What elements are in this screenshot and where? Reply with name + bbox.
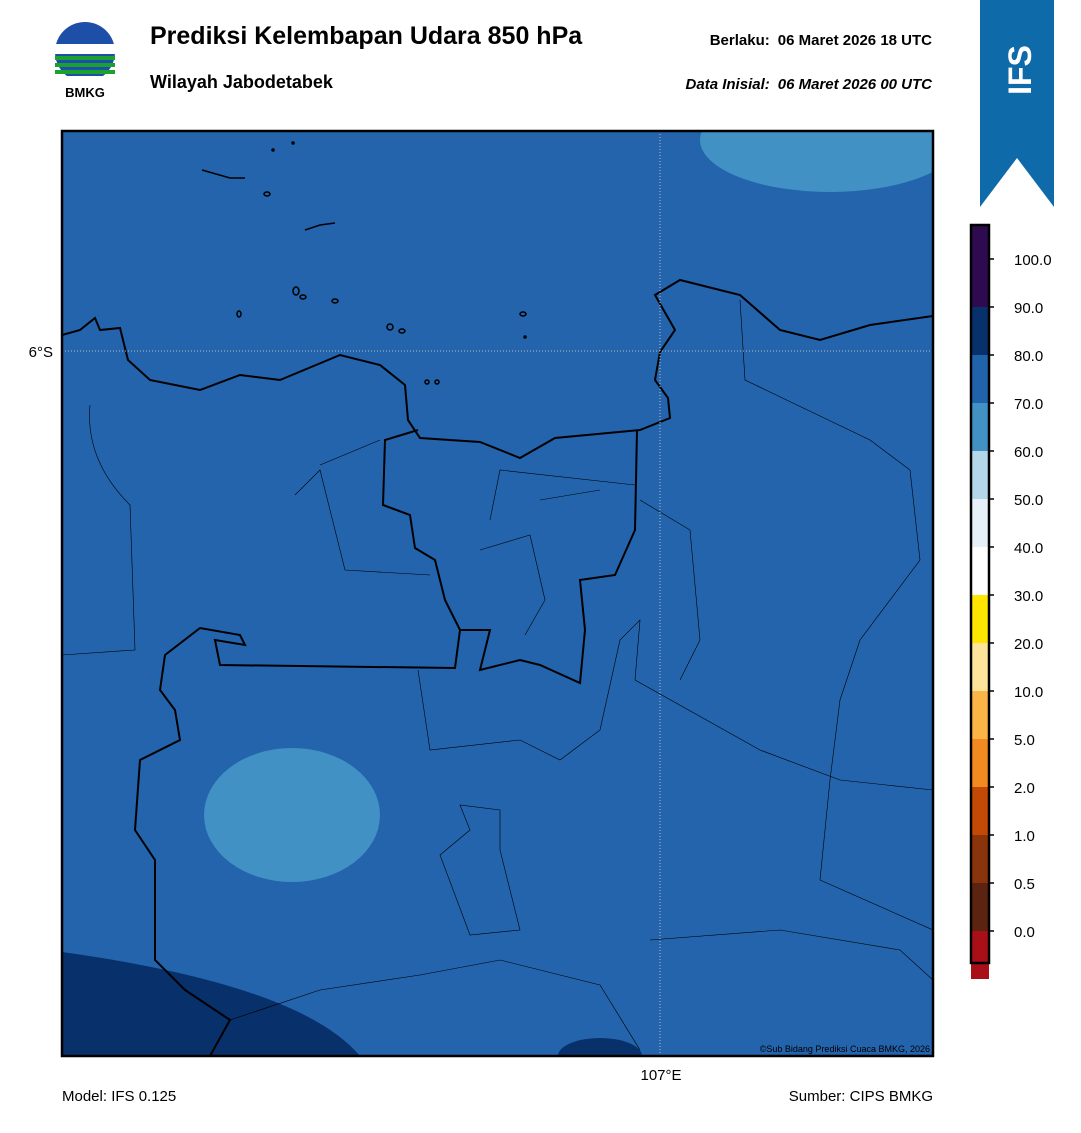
colorbar-label: 1.0: [1014, 828, 1035, 845]
map-field: [62, 131, 933, 1056]
contour: [204, 748, 380, 882]
contour: [558, 1038, 642, 1056]
colorbar-label: 80.0: [1014, 348, 1043, 365]
credit: ©Sub Bidang Prediksi Cuaca BMKG, 2026: [760, 1044, 930, 1054]
province-borders: [62, 278, 933, 1056]
colorbar-label: 70.0: [1014, 396, 1043, 413]
lat-label: 6°S: [29, 344, 53, 361]
colorbar-label: 60.0: [1014, 444, 1043, 461]
logo: BMKG: [55, 22, 115, 100]
colorbar-label: 0.5: [1014, 876, 1035, 893]
district-borders: [62, 299, 933, 1051]
badge: [980, 0, 1054, 207]
contour: [700, 131, 933, 192]
colorbar-label: 20.0: [1014, 636, 1043, 653]
footer-model: Model: IFS 0.125: [62, 1088, 176, 1105]
colorbar: 0.0 0.5 1.0 2.0 5.0 10.0 20.0 30.0 40.0 50.0 60.0 7…: [969, 223, 1052, 979]
valid-time: Berlaku: 06 Maret 2026 18 UTC: [710, 32, 932, 49]
colorbar-label: 100.0: [1014, 252, 1052, 269]
footer-source: Sumber: CIPS BMKG: [789, 1088, 933, 1105]
title: Prediksi Kelembapan Udara 850 hPa: [150, 22, 583, 50]
colorbar-label: 2.0: [1014, 780, 1035, 797]
valid-value: 06 Maret 2026 18 UTC: [778, 32, 932, 49]
valid-label: Berlaku:: [710, 32, 770, 49]
init-time: Data Inisial: 06 Maret 2026 00 UTC: [686, 76, 934, 93]
map-frame: [60, 129, 935, 1058]
colorbar-label: 10.0: [1014, 684, 1043, 701]
init-value: 06 Maret 2026 00 UTC: [778, 76, 933, 93]
graticule: [62, 131, 933, 1056]
colorbar-label: 50.0: [1014, 492, 1043, 509]
map: ©Sub Bidang Prediksi Cuaca BMKG, 2026: [62, 131, 933, 1056]
colorbar-label: 30.0: [1014, 588, 1043, 605]
contour: [62, 952, 360, 1056]
colorbar-frame: [969, 223, 991, 965]
colorbar-label: 90.0: [1014, 300, 1043, 317]
colorbar-label: 40.0: [1014, 540, 1043, 557]
colorbar-segment: [971, 225, 989, 307]
islands: [201, 141, 527, 385]
logo-text: BMKG: [65, 85, 105, 100]
subtitle: Wilayah Jabodetabek: [150, 72, 334, 92]
colorbar-label: 0.0: [1014, 924, 1035, 941]
lon-label: 107°E: [640, 1067, 681, 1084]
badge-text: IFS: [1002, 45, 1038, 95]
init-label: Data Inisial:: [686, 76, 770, 93]
colorbar-label: 5.0: [1014, 732, 1035, 749]
